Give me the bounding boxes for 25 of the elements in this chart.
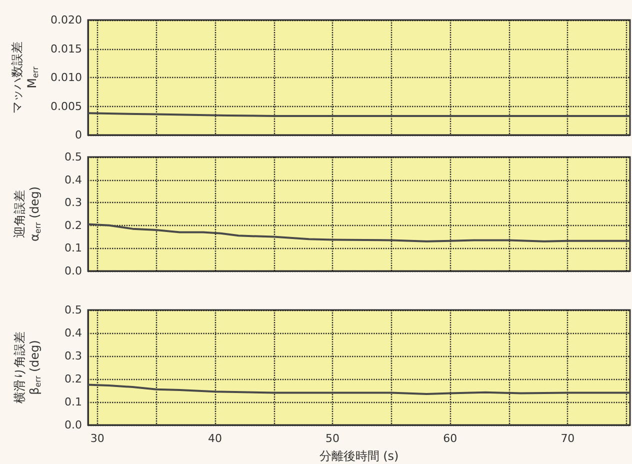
y-tick-label: 0.015 — [50, 42, 82, 56]
y-tick-label: 0.3 — [64, 196, 82, 210]
x-tick-label: 30 — [90, 432, 104, 445]
line-series — [87, 223, 631, 242]
y-tick-label: 0.5 — [64, 150, 82, 164]
y-tick-label: 0 — [75, 128, 82, 142]
line-series — [87, 384, 631, 395]
y-tick-label: 0.010 — [50, 71, 82, 84]
x-tick-label: 60 — [443, 432, 458, 445]
y-tick-label: 0.005 — [50, 100, 82, 113]
x-tick-label: 40 — [208, 432, 222, 445]
y-tick-label: 0.4 — [64, 326, 82, 340]
y-tick-label: 0.1 — [64, 242, 82, 255]
y-tick-label: 0.1 — [64, 396, 82, 408]
y-tick-label: 0.4 — [64, 173, 82, 186]
y-tick-label: 0.3 — [64, 350, 82, 362]
y-tick-label: 0.5 — [64, 304, 82, 316]
y-tick-label: 0.020 — [50, 14, 82, 26]
y-tick-label: 0.0 — [64, 264, 82, 278]
y-tick-label: 0.2 — [64, 218, 82, 232]
x-tick-label: 50 — [326, 432, 340, 445]
y-tick-label: 0.2 — [64, 372, 82, 386]
y-tick-label: 0.0 — [64, 418, 82, 432]
x-tick-label: 70 — [560, 432, 575, 445]
x-axis-title: 分離後時間 (s) — [319, 449, 399, 463]
